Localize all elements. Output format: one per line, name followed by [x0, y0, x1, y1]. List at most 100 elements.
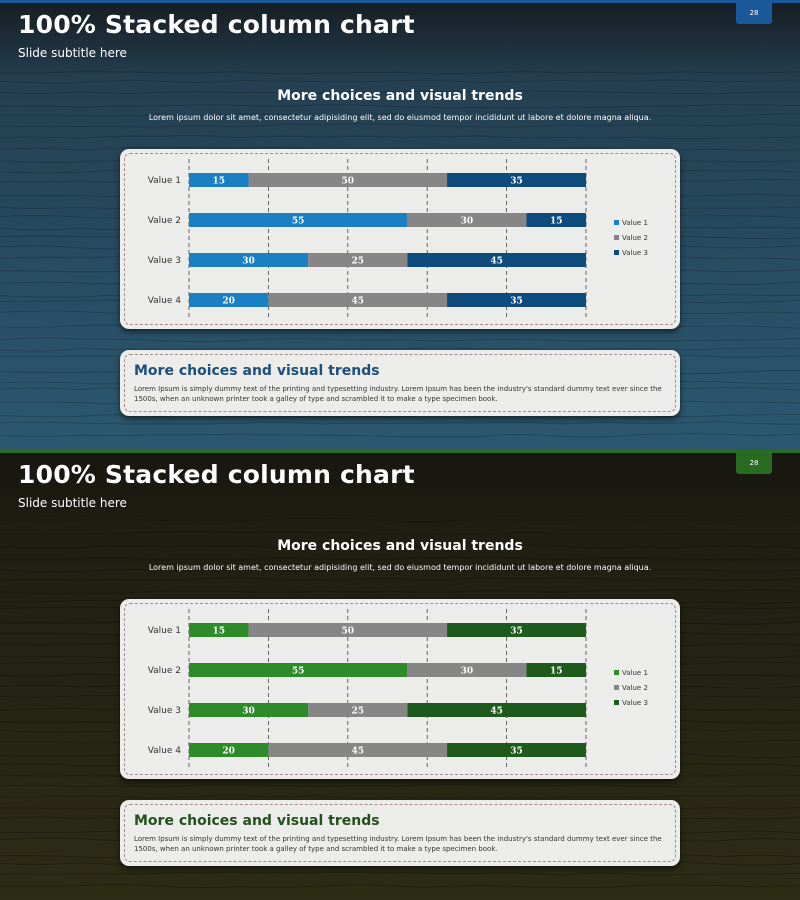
bar-segment [248, 173, 448, 187]
wood-grain-line [0, 421, 800, 425]
data-label: 35 [510, 177, 523, 187]
description-card: More choices and visual trends Lorem Ips… [120, 800, 680, 866]
wood-grain-line [0, 589, 800, 595]
stacked-bar-chart: Value 1 15 50 35 Value 2 55 30 15 Value 3 30 25 45 V… [148, 609, 648, 769]
bar-segment [526, 213, 586, 227]
slide-blue: 28 100% Stacked column chart Slide subti… [0, 0, 800, 450]
bar-segment [407, 703, 586, 717]
bar-segment [189, 293, 269, 307]
wood-grain-line [0, 884, 800, 889]
wood-grain-line [0, 337, 800, 343]
data-label: 15 [213, 627, 226, 637]
wood-grain-line [0, 531, 800, 536]
bar-segment [447, 173, 586, 187]
category-label: Value 4 [148, 746, 182, 756]
slide-title: 100% Stacked column chart [18, 10, 415, 39]
gridlines [188, 159, 587, 319]
wood-grain-line [0, 567, 800, 573]
bar-segment [268, 293, 448, 307]
card-stitch-border [124, 354, 676, 412]
description-text: Lorem Ipsum is simply dummy text of the … [134, 835, 662, 853]
data-label: 25 [351, 257, 364, 267]
wood-grain-line [0, 784, 800, 788]
data-label: 20 [222, 747, 235, 757]
data-label: 45 [351, 297, 364, 307]
legend-swatch [614, 250, 619, 255]
header-band [0, 450, 800, 528]
card-stitch-border [124, 153, 676, 325]
data-label: 20 [222, 297, 235, 307]
bar-segment [447, 743, 586, 757]
chart-card: Value 1 15 50 35 Value 2 55 30 15 Value 3 30 25 45 V… [120, 149, 680, 329]
data-label: 15 [213, 177, 226, 187]
chart-card: Value 1 15 50 35 Value 2 55 30 15 Value 3 30 25 45 V… [120, 599, 680, 779]
page-number-badge: 28 [736, 3, 772, 24]
data-label: 30 [242, 707, 255, 717]
card-stitch-border [124, 603, 676, 775]
legend-label: Value 1 [622, 219, 648, 227]
bar-segment [189, 623, 249, 637]
section-title: More choices and visual trends [277, 88, 523, 104]
legend-label: Value 1 [622, 669, 648, 677]
slide-subtitle: Slide subtitle here [18, 496, 127, 510]
wood-grain-line [0, 794, 800, 800]
bar-segment [189, 663, 408, 677]
data-label: 50 [342, 627, 355, 637]
bar-segment [189, 703, 309, 717]
data-label: 25 [351, 707, 364, 717]
wood-grain-line [0, 90, 800, 95]
bar-segment [407, 253, 586, 267]
bar-segment [407, 663, 527, 677]
stacked-bar-chart: Value 1 15 50 35 Value 2 55 30 15 Value 3 30 25 45 V… [148, 159, 648, 319]
bar-segment [308, 253, 408, 267]
wood-grain-line [0, 135, 800, 140]
wood-grain-line [0, 577, 800, 582]
top-accent-bar [0, 0, 800, 3]
category-label: Value 2 [148, 666, 181, 676]
legend-label: Value 2 [622, 684, 648, 692]
data-label: 45 [490, 707, 503, 717]
legend-label: Value 3 [622, 699, 648, 707]
wood-grain-line [0, 123, 800, 128]
data-label: 45 [490, 257, 503, 267]
bar-segment [189, 213, 408, 227]
card-stitch-border [124, 804, 676, 862]
category-label: Value 1 [148, 176, 181, 186]
data-label: 45 [351, 747, 364, 757]
data-label: 30 [461, 667, 474, 677]
wood-grain-line [0, 79, 800, 84]
wood-grain-line [0, 544, 800, 549]
category-label: Value 3 [148, 706, 181, 716]
slide-title: 100% Stacked column chart [18, 460, 415, 489]
bar-segment [248, 623, 448, 637]
description-card: More choices and visual trends Lorem Ips… [120, 350, 680, 416]
page-number-badge: 28 [736, 453, 772, 474]
wood-grain-line [0, 871, 800, 876]
legend-swatch [614, 685, 619, 690]
bar-segment [189, 743, 269, 757]
description-title: More choices and visual trends [134, 363, 380, 379]
header-band [0, 0, 800, 78]
legend-swatch [614, 235, 619, 240]
category-label: Value 1 [148, 626, 181, 636]
legend-swatch [614, 220, 619, 225]
description-title: More choices and visual trends [134, 813, 380, 829]
wood-grain-line [0, 113, 800, 118]
bar-segment [189, 173, 249, 187]
category-label: Value 2 [148, 216, 181, 226]
slide-green: 28 100% Stacked column chart Slide subti… [0, 450, 800, 900]
top-accent-bar [0, 450, 800, 453]
data-label: 55 [292, 667, 305, 677]
bar-segment [268, 743, 448, 757]
data-label: 30 [461, 217, 474, 227]
data-label: 15 [550, 667, 563, 677]
wood-grain-line [0, 347, 800, 352]
section-text: Lorem ipsum dolor sit amet, consectetur … [148, 113, 652, 122]
bar-segment [526, 663, 586, 677]
description-text: Lorem Ipsum is simply dummy text of the … [134, 385, 662, 403]
data-label: 55 [292, 217, 305, 227]
wood-grain-line [0, 103, 800, 109]
data-label: 15 [550, 217, 563, 227]
category-label: Value 4 [148, 296, 182, 306]
bar-segment [407, 213, 527, 227]
